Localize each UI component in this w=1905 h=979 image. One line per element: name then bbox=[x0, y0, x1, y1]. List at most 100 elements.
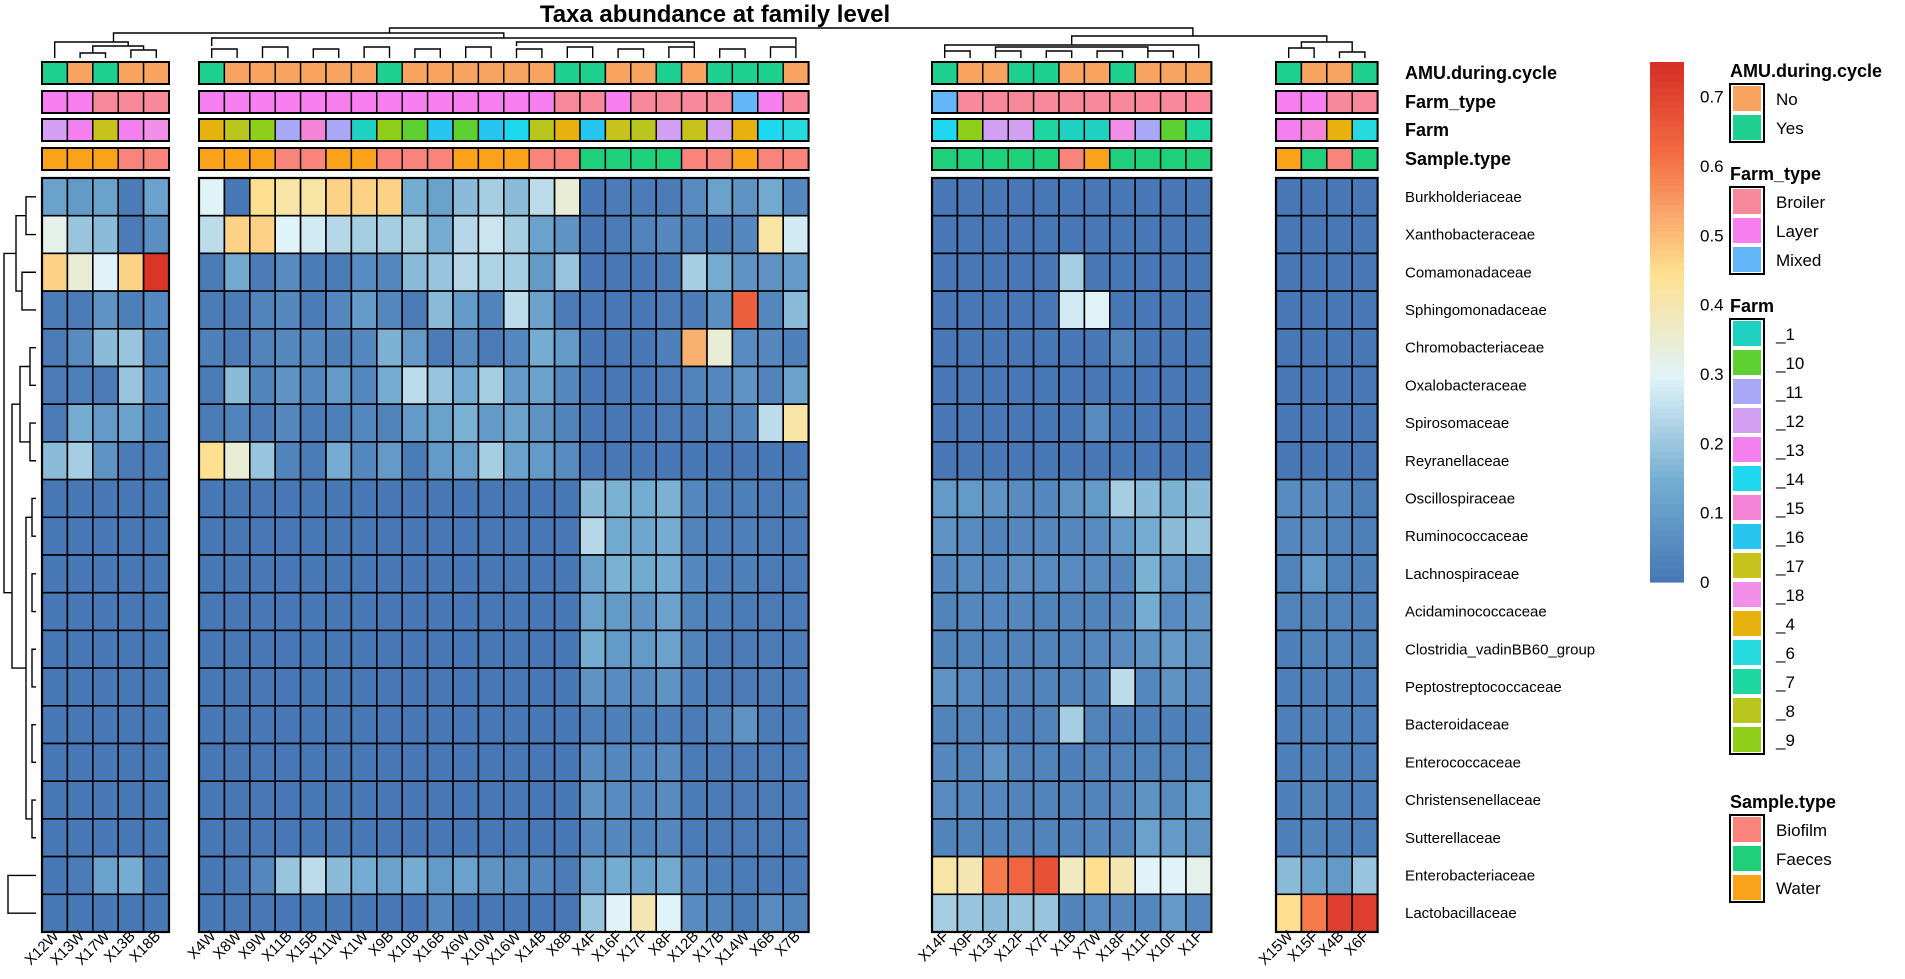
legend-swatch bbox=[1733, 189, 1761, 214]
annotation-cell bbox=[1058, 90, 1086, 114]
heatmap-cell bbox=[375, 629, 403, 669]
heatmap-cell bbox=[655, 478, 683, 519]
legend-swatch bbox=[1733, 86, 1761, 111]
heatmap-cell bbox=[553, 516, 581, 556]
heatmap-cell bbox=[1185, 403, 1213, 443]
heatmap-cell bbox=[198, 591, 226, 632]
heatmap-cell bbox=[1275, 554, 1303, 594]
heatmap-cell bbox=[452, 893, 480, 933]
annotation-cell bbox=[503, 90, 530, 114]
heatmap-cell bbox=[1083, 667, 1111, 707]
heatmap-cell bbox=[680, 591, 708, 632]
heatmap-cell bbox=[1159, 177, 1187, 217]
annotation-cell bbox=[249, 61, 276, 85]
heatmap-cell bbox=[604, 704, 632, 745]
heatmap-cell bbox=[1300, 403, 1328, 443]
heatmap-cell bbox=[401, 441, 429, 481]
heatmap-cell bbox=[401, 893, 429, 933]
heatmap-cell bbox=[1032, 591, 1060, 632]
heatmap-cell bbox=[1159, 403, 1187, 443]
heatmap-cell bbox=[502, 290, 530, 330]
heatmap-cell bbox=[1159, 441, 1187, 481]
heatmap-cell bbox=[274, 667, 302, 707]
heatmap-cell bbox=[401, 818, 429, 858]
heatmap-cell bbox=[375, 516, 403, 556]
annotation-cell bbox=[401, 61, 429, 85]
heatmap-cell bbox=[66, 818, 94, 858]
heatmap-cell bbox=[401, 478, 429, 519]
colorbar-segment bbox=[1650, 127, 1684, 135]
heatmap-cell bbox=[117, 214, 145, 255]
heatmap-cell bbox=[502, 704, 530, 745]
heatmap-cell bbox=[117, 252, 145, 292]
heatmap-cell bbox=[477, 591, 505, 632]
annotation-block-border bbox=[931, 147, 1213, 171]
heatmap-cell bbox=[117, 516, 145, 556]
heatmap-cell bbox=[782, 403, 810, 443]
heatmap-cell bbox=[981, 629, 1009, 669]
heatmap-cell bbox=[931, 478, 959, 519]
heatmap-cell bbox=[249, 365, 277, 406]
heatmap-cell bbox=[223, 365, 251, 406]
heatmap-cell bbox=[528, 704, 556, 745]
heatmap-cell bbox=[92, 177, 120, 217]
legend-swatch bbox=[1733, 669, 1761, 694]
heatmap-cell bbox=[553, 403, 581, 443]
heatmap-cell bbox=[1275, 290, 1303, 330]
dendrogram-branch bbox=[92, 45, 145, 53]
heatmap-cell bbox=[117, 893, 145, 933]
heatmap-cell bbox=[1159, 327, 1187, 368]
heatmap-cell bbox=[401, 214, 429, 255]
heatmap-cell bbox=[66, 591, 94, 632]
heatmap-cell bbox=[350, 177, 378, 217]
annotation-cell bbox=[1109, 118, 1136, 142]
heatmap-cell bbox=[375, 478, 403, 519]
heatmap-cell bbox=[579, 893, 607, 933]
annotation-cell bbox=[66, 118, 94, 142]
heatmap-cell bbox=[350, 855, 378, 896]
heatmap-cell bbox=[1275, 177, 1303, 217]
heatmap-cell bbox=[426, 591, 454, 632]
legend-swatch bbox=[1733, 115, 1761, 140]
heatmap-cell bbox=[117, 818, 145, 858]
legend-label: _16 bbox=[1775, 528, 1804, 547]
annotation-cell bbox=[680, 118, 708, 142]
annotation-cell bbox=[528, 90, 556, 114]
heatmap-cell bbox=[956, 365, 984, 406]
annotation-cell bbox=[630, 147, 657, 171]
heatmap-cell bbox=[41, 177, 69, 217]
row-label: Sutterellaceae bbox=[1405, 830, 1501, 847]
legend-title: Sample.type bbox=[1730, 792, 1836, 812]
heatmap-cell bbox=[325, 478, 353, 519]
row-label: Chromobacteriaceae bbox=[1405, 340, 1544, 357]
heatmap-cell bbox=[579, 441, 607, 481]
annotation-cell bbox=[982, 90, 1009, 114]
heatmap-cell bbox=[223, 177, 251, 217]
heatmap-block-border bbox=[930, 176, 1213, 934]
heatmap-cell bbox=[401, 591, 429, 632]
heatmap-cell bbox=[756, 327, 784, 368]
annotation-cell bbox=[117, 147, 145, 171]
heatmap-cell bbox=[604, 177, 632, 217]
heatmap-cell bbox=[680, 818, 708, 858]
heatmap-cell bbox=[931, 327, 959, 368]
heatmap-cell bbox=[782, 554, 810, 594]
heatmap-cell bbox=[350, 704, 378, 745]
annotation-cell bbox=[350, 61, 378, 85]
annotation-cell bbox=[1159, 90, 1187, 114]
heatmap-cell bbox=[1007, 177, 1035, 217]
colorbar-segment bbox=[1650, 296, 1684, 304]
heatmap-cell bbox=[66, 742, 94, 783]
row-label: Clostridia_vadinBB60_group bbox=[1405, 641, 1595, 658]
heatmap-cell bbox=[1058, 893, 1086, 933]
heatmap-cell bbox=[92, 403, 120, 443]
heatmap-cell bbox=[553, 629, 581, 669]
heatmap-cell bbox=[502, 252, 530, 292]
annotation-cell bbox=[528, 118, 556, 142]
colorbar-segment bbox=[1650, 413, 1684, 421]
annotation-cell bbox=[41, 90, 69, 114]
annotation-cell bbox=[426, 118, 454, 142]
heatmap-cell bbox=[1109, 704, 1137, 745]
annotation-block-border bbox=[198, 118, 810, 142]
